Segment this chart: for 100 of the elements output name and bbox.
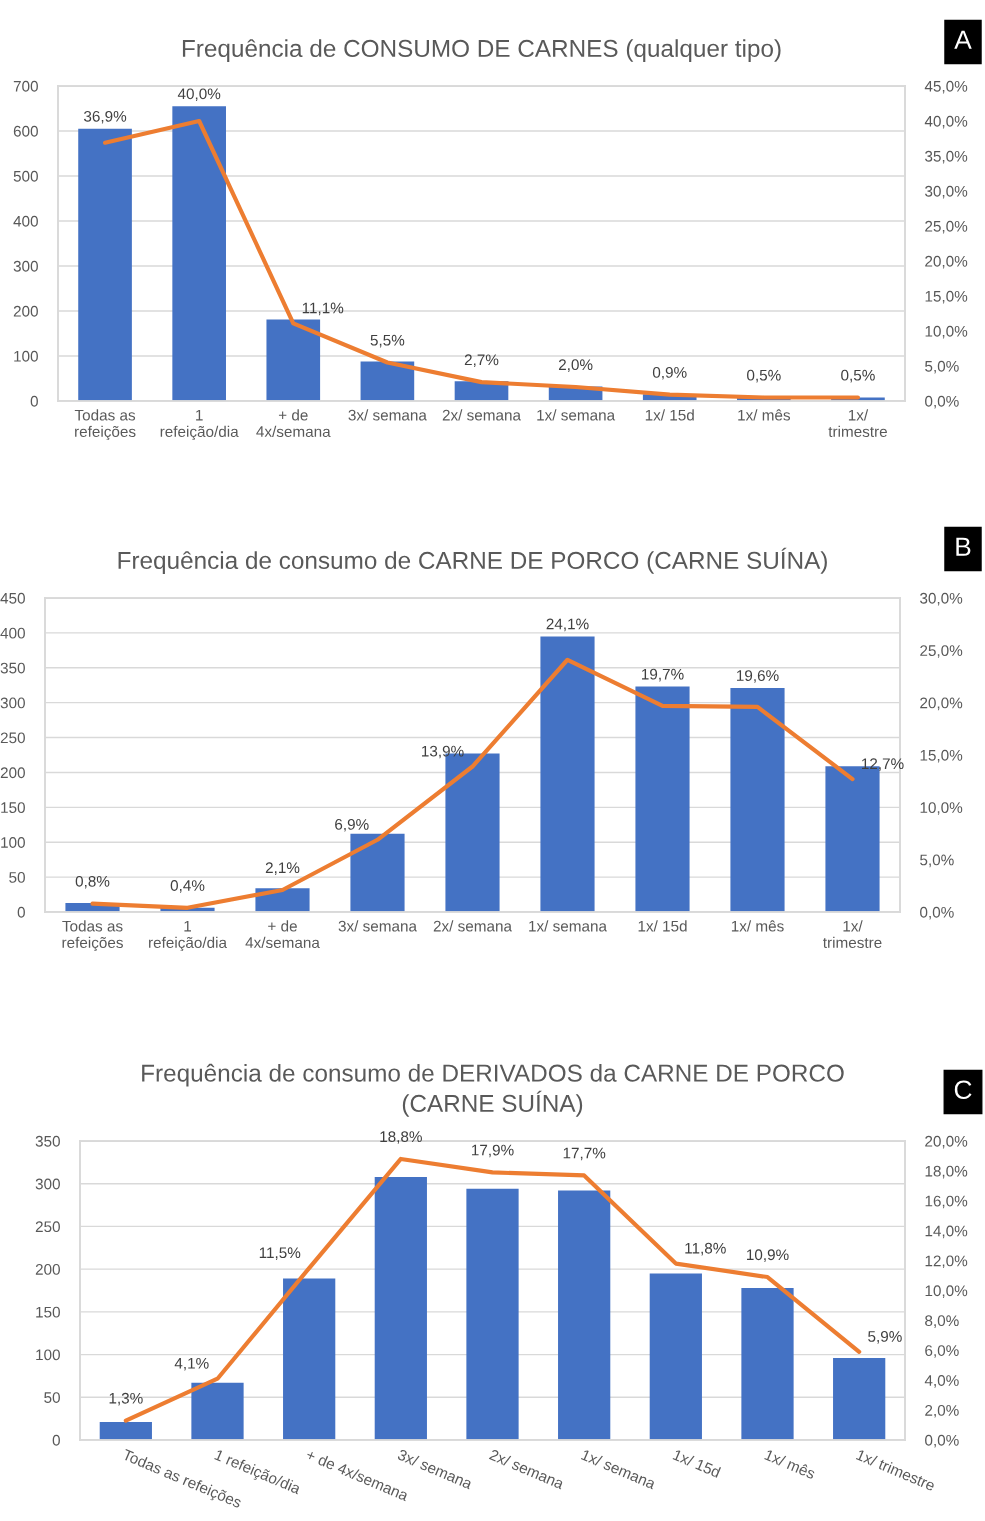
data-label: 2,1% (265, 862, 300, 875)
x-tick-label: 1x/ trimestre (828, 409, 887, 438)
text: A (954, 30, 972, 49)
y-tick-label: 350 (35, 1135, 60, 1147)
chart-title: Frequência de CONSUMO DE CARNES (qualquer tipo) (182, 39, 781, 62)
text: C (954, 1080, 972, 1100)
data-label: 6,9% (335, 819, 369, 832)
y2-tick-label: 30,0% (925, 185, 968, 199)
y-tick-label: 100 (1, 837, 25, 848)
x-tick-label: + de 4x/semana (256, 409, 331, 438)
y-tick-label: 200 (0, 767, 25, 779)
y-tick-label: 100 (36, 1349, 60, 1361)
data-label: 0,9% (652, 366, 687, 380)
data-label: 0,5% (841, 369, 875, 383)
y2-tick-label: 5,0% (920, 854, 954, 868)
x-tick-label: Todas as refeições (62, 920, 123, 952)
data-label: 5,9% (868, 1331, 902, 1344)
y2-tick-label: 45,0% (924, 80, 968, 94)
y-tick-label: 0 (17, 906, 25, 918)
data-label: 0,5% (747, 369, 781, 383)
x-tick-label: 1x/ 15d (645, 409, 694, 421)
chart-title: Frequência de consumo de DERIVADOS da CARNE DE PORCO (CARNE SUÍNA) (142, 1063, 844, 1117)
x-tick-label: 1x/ mês (731, 920, 784, 932)
y-tick-label: 350 (0, 662, 25, 674)
y-tick-label: 600 (13, 125, 38, 137)
y2-tick-label: 2,0% (925, 1404, 959, 1418)
y-tick-label: 450 (0, 592, 25, 604)
x-tick-label: 3x/ semana (348, 409, 427, 421)
data-label: 11,1% (302, 302, 344, 316)
bar (833, 1357, 886, 1440)
bar (374, 1176, 427, 1440)
bar (360, 361, 415, 401)
x-tick-label: Todas as refeições (74, 409, 136, 441)
bar (730, 688, 785, 912)
y-tick-label: 50 (9, 871, 25, 883)
text: B (956, 537, 971, 556)
bar (283, 1278, 336, 1440)
data-label: 13,9% (422, 745, 464, 759)
data-label: 19,7% (642, 668, 684, 682)
x-tick-label: 2x/ semana (442, 409, 521, 421)
y-tick-label: 200 (35, 1264, 60, 1275)
data-label: 10,9% (747, 1249, 789, 1262)
y-tick-label: 300 (0, 697, 25, 709)
y2-tick-label: 10,0% (925, 325, 968, 339)
y2-tick-label: 20,0% (920, 697, 963, 711)
y2-tick-label: 12,0% (925, 1255, 968, 1269)
chart-title: Frequência de consumo de CARNE DE PORCO (CARNE SUÍNA) (118, 547, 827, 574)
y2-tick-label: 25,0% (925, 220, 968, 234)
y2-tick-label: 4,0% (924, 1375, 959, 1388)
y2-tick-label: 35,0% (925, 150, 968, 164)
y2-tick-label: 15,0% (925, 290, 968, 304)
y-tick-label: 200 (13, 305, 38, 317)
y-tick-label: 400 (13, 215, 38, 227)
y-tick-label: 0 (52, 1434, 60, 1446)
bar (99, 1422, 152, 1440)
x-tick-label: 2x/ semana (433, 920, 512, 932)
data-label: 19,6% (737, 670, 779, 683)
data-label: 17,7% (563, 1147, 606, 1161)
x-tick-label: 1x/ mês (764, 1448, 817, 1480)
y-tick-label: 500 (13, 170, 38, 182)
bar (350, 833, 405, 912)
data-label: 1,3% (109, 1392, 143, 1406)
y-tick-label: 700 (13, 80, 38, 92)
bar (78, 128, 132, 401)
y-tick-label: 300 (35, 1178, 60, 1190)
y-tick-label: 0 (30, 395, 38, 407)
data-label: 4,1% (174, 1357, 209, 1371)
x-tick-label: 3x/ semana (338, 920, 417, 932)
y2-tick-label: 20,0% (925, 1135, 968, 1149)
y2-tick-label: 5,0% (925, 360, 959, 374)
y2-tick-label: 0,0% (925, 1434, 959, 1448)
y2-tick-label: 10,0% (925, 1285, 968, 1298)
bar (266, 319, 321, 401)
y2-tick-label: 14,0% (925, 1225, 968, 1239)
data-label: 0,4% (170, 880, 205, 893)
y-tick-label: 250 (0, 732, 25, 744)
y-tick-label: 150 (1, 802, 25, 814)
y2-tick-label: 0,0% (920, 906, 954, 920)
y2-tick-label: 40,0% (924, 115, 968, 129)
y2-tick-label: 18,0% (925, 1165, 968, 1179)
data-label: 5,5% (370, 334, 405, 348)
data-label: 40,0% (177, 88, 221, 102)
y-tick-label: 400 (0, 627, 25, 639)
y2-tick-label: 8,0% (925, 1315, 959, 1328)
y2-tick-label: 6,0% (925, 1345, 959, 1358)
y-tick-label: 300 (13, 260, 38, 272)
y-tick-label: 250 (35, 1221, 60, 1233)
x-tick-label: 1x/ semana (537, 409, 616, 421)
data-label: 2,0% (558, 359, 593, 372)
y2-tick-label: 30,0% (920, 592, 963, 606)
x-tick-label: + de 4x/semana (245, 920, 320, 949)
bar (540, 636, 595, 912)
y-tick-label: 50 (44, 1392, 60, 1403)
x-tick-label: 1x/ 15d (638, 920, 687, 932)
data-label: 12,7% (862, 758, 904, 771)
y2-tick-label: 10,0% (920, 802, 963, 815)
data-label: 2,7% (464, 354, 499, 367)
y2-tick-label: 20,0% (925, 255, 968, 269)
y2-tick-label: 25,0% (920, 645, 963, 658)
x-tick-label: 1 refeição/dia (160, 409, 239, 441)
